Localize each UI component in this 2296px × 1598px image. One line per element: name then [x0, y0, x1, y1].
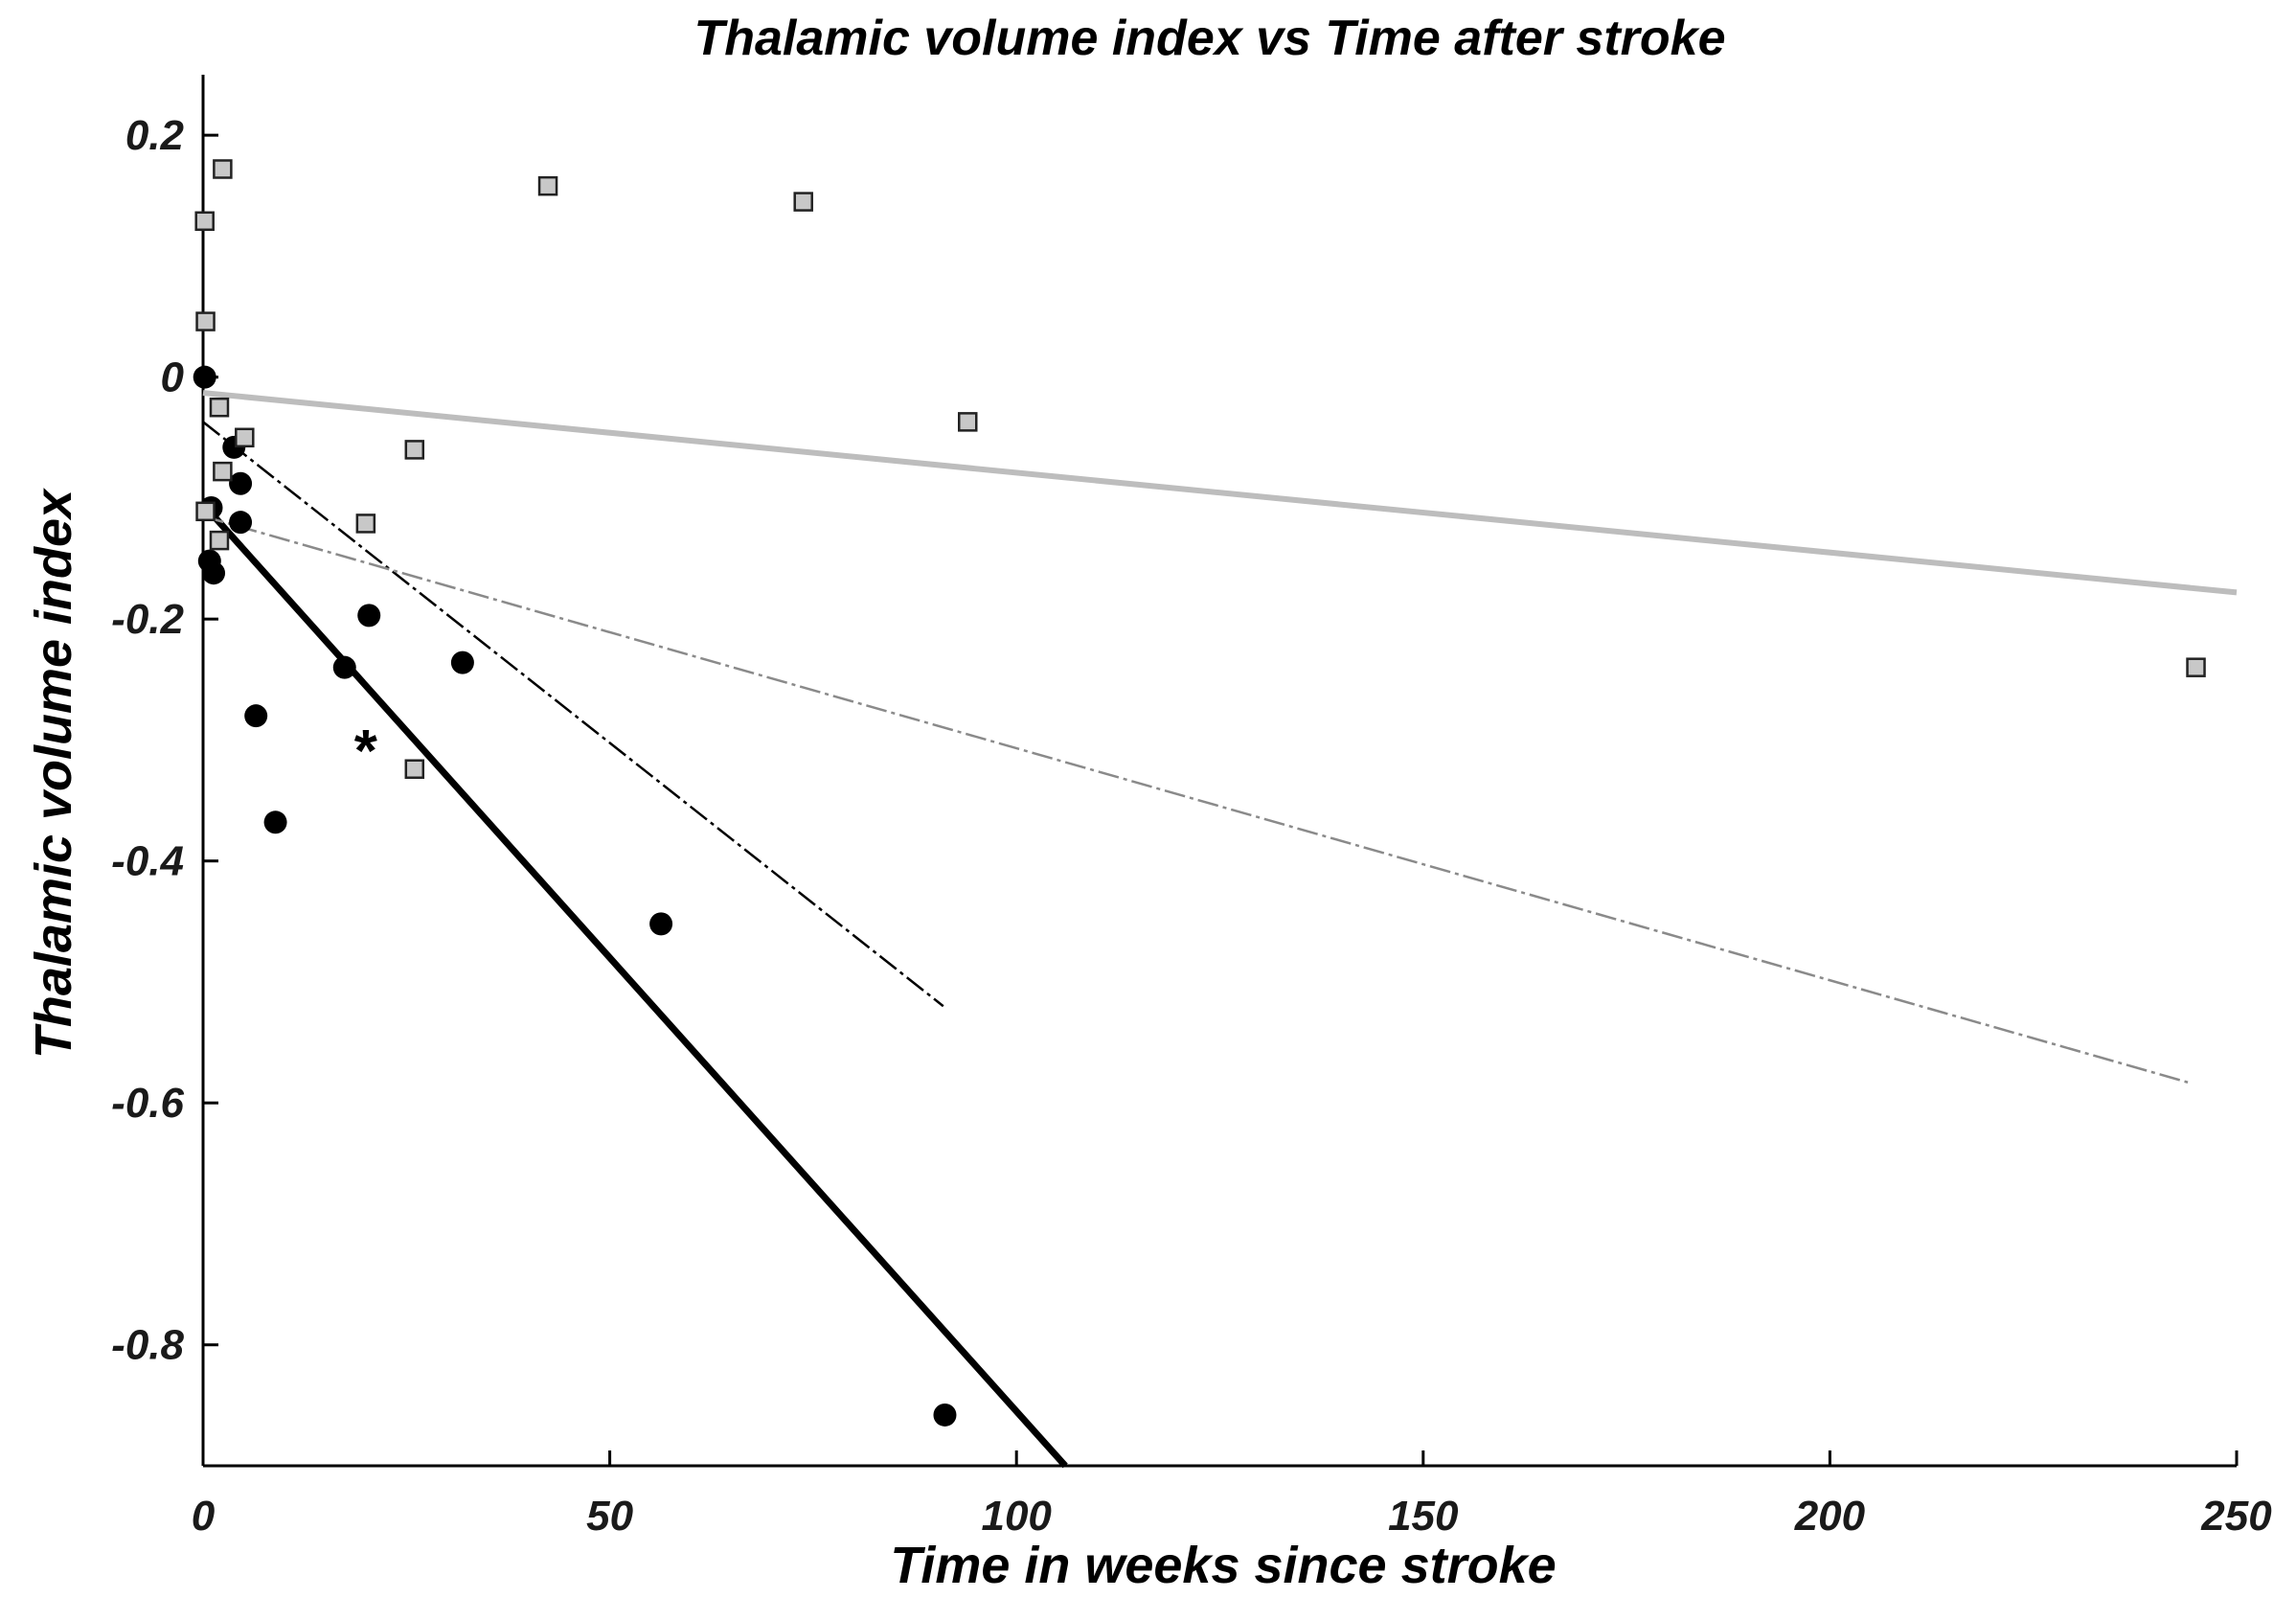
data-point-circle — [933, 1403, 957, 1427]
asterisk-annotation: * — [354, 719, 378, 785]
x-tick-label: 100 — [981, 1493, 1052, 1540]
data-point-square — [404, 440, 425, 460]
data-point-square — [195, 501, 216, 522]
plot-area: 0 50 100 150 200 250 0.2 0 -0.2 -0.4 -0.6 -0.8 * — [111, 75, 2272, 1540]
data-point-circle — [202, 561, 226, 585]
x-tick-label: 250 — [2200, 1493, 2272, 1540]
data-point-square — [2186, 657, 2206, 677]
data-point-square — [195, 311, 216, 331]
data-point-square — [404, 759, 425, 779]
y-tick-label: -0.8 — [111, 1322, 184, 1369]
y-axis-label: Thalamic volume index — [25, 488, 82, 1059]
data-point-circle — [450, 651, 474, 674]
data-point-square — [537, 175, 558, 196]
data-point-square — [213, 159, 233, 179]
fit-line-4 — [202, 514, 2189, 1084]
x-tick-label: 150 — [1388, 1493, 1459, 1540]
x-axis-label: Time in weeks since stroke — [890, 1537, 1556, 1594]
data-point-circle — [193, 365, 216, 389]
data-point-square — [194, 211, 215, 232]
y-tick-label: 0.2 — [125, 112, 185, 159]
fit-line-1 — [200, 501, 1068, 1469]
x-tick-label: 200 — [1794, 1493, 1866, 1540]
y-tick-label: 0 — [161, 354, 185, 401]
x-tick-label: 50 — [586, 1493, 633, 1540]
y-tick-label: -0.2 — [111, 596, 184, 643]
data-point-circle — [357, 604, 381, 628]
data-point-square — [209, 530, 230, 551]
data-point-square — [957, 412, 978, 432]
data-point-circle — [244, 704, 268, 728]
fit-line-3 — [202, 390, 2238, 596]
y-tick-label: -0.6 — [111, 1080, 184, 1127]
data-point-square — [235, 427, 255, 448]
chart-title: Thalamic volume index vs Time after stro… — [693, 11, 1725, 66]
data-point-circle — [263, 810, 287, 834]
data-point-square — [209, 397, 230, 418]
data-point-circle — [229, 471, 253, 495]
data-point-square — [355, 514, 376, 534]
data-point-circle — [229, 511, 253, 535]
data-point-circle — [649, 912, 673, 936]
data-point-square — [793, 192, 813, 212]
fit-line-2 — [202, 421, 944, 1008]
x-tick-label: 0 — [192, 1493, 216, 1540]
data-point-square — [213, 461, 233, 482]
y-tick-label: -0.4 — [111, 838, 184, 885]
data-point-circle — [332, 655, 356, 679]
